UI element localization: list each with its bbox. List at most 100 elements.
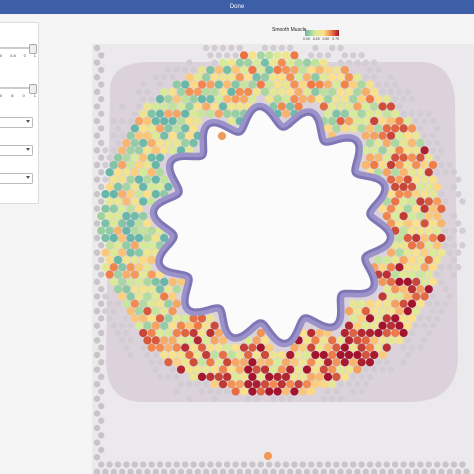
spot	[319, 380, 328, 389]
empty-spot	[98, 388, 105, 395]
spot	[122, 153, 131, 162]
empty-spot	[186, 380, 193, 388]
spot	[109, 263, 118, 272]
empty-spot	[446, 234, 453, 242]
tick-label: 8	[11, 93, 14, 98]
empty-spot	[203, 468, 210, 474]
empty-spot	[375, 359, 382, 366]
spot	[323, 343, 333, 352]
spot	[382, 328, 391, 338]
spot	[130, 226, 139, 235]
empty-spot	[387, 74, 395, 81]
empty-spot	[287, 44, 294, 52]
spot	[185, 73, 194, 82]
spot	[155, 285, 165, 294]
spot	[189, 328, 198, 338]
dropdown[interactable]	[0, 173, 33, 184]
spot	[281, 372, 291, 381]
spot	[101, 190, 110, 199]
spot	[336, 102, 345, 111]
empty-spot	[165, 66, 172, 74]
empty-spot	[329, 395, 336, 402]
spot	[353, 73, 362, 82]
spot	[365, 328, 375, 338]
slider[interactable]	[0, 84, 37, 94]
spot	[210, 87, 219, 96]
empty-spot	[421, 337, 428, 344]
done-button[interactable]: Done	[0, 0, 474, 14]
spot	[197, 95, 207, 104]
spot	[101, 233, 110, 243]
spot	[134, 116, 144, 126]
slider[interactable]	[0, 44, 37, 54]
empty-spot	[337, 468, 344, 474]
spot	[416, 241, 425, 250]
empty-spot	[337, 59, 344, 66]
empty-spot	[366, 461, 374, 468]
spot	[160, 116, 169, 126]
empty-spot	[98, 461, 105, 468]
spot	[126, 190, 135, 199]
spot	[386, 204, 396, 213]
empty-spot	[400, 95, 407, 103]
dropdown[interactable]	[0, 117, 33, 128]
spot	[420, 190, 429, 199]
spot	[395, 263, 404, 272]
spot	[239, 343, 249, 352]
empty-spot	[404, 351, 411, 359]
spot	[323, 124, 333, 133]
spot	[214, 95, 223, 104]
spot	[395, 116, 404, 126]
spot	[399, 270, 408, 279]
spot	[416, 255, 425, 265]
spot	[407, 153, 417, 162]
spot	[353, 365, 362, 374]
spot	[206, 80, 215, 89]
slider-knob[interactable]	[29, 44, 37, 54]
empty-spot	[371, 468, 378, 474]
spot	[206, 328, 215, 338]
spot	[412, 292, 421, 301]
spot	[139, 124, 148, 133]
spot	[407, 285, 417, 294]
spot	[126, 204, 135, 213]
spot	[294, 350, 303, 360]
spot	[365, 80, 375, 89]
spot	[218, 365, 228, 374]
empty-spot	[131, 110, 138, 117]
empty-spot	[404, 468, 411, 474]
empty-spot	[110, 147, 118, 154]
spot	[147, 168, 156, 177]
spot	[139, 211, 148, 221]
legend-tick: 0.50	[322, 37, 330, 41]
spot	[223, 372, 232, 381]
spot	[130, 168, 139, 177]
empty-spot	[140, 95, 147, 103]
empty-spot	[140, 344, 147, 351]
spot	[139, 285, 148, 294]
empty-spot	[114, 329, 122, 337]
spot	[168, 87, 177, 96]
spot	[151, 146, 160, 155]
spot	[353, 116, 362, 126]
spot	[223, 95, 232, 104]
spot	[353, 321, 362, 330]
spot	[399, 314, 408, 323]
spot	[206, 358, 215, 367]
empty-spot	[383, 461, 390, 468]
spot	[294, 102, 303, 111]
dropdown[interactable]	[0, 145, 33, 156]
spot	[218, 350, 228, 360]
spot	[172, 299, 181, 308]
spot	[361, 146, 370, 155]
empty-spot	[341, 52, 348, 59]
slider-ticks: 0 8 0 1	[0, 93, 36, 98]
spot	[433, 241, 442, 250]
spot	[391, 241, 400, 250]
spot	[365, 343, 375, 352]
spot	[370, 102, 379, 111]
spot	[416, 153, 425, 162]
slider-knob[interactable]	[29, 84, 37, 94]
spot	[391, 285, 400, 294]
spot	[113, 211, 123, 221]
